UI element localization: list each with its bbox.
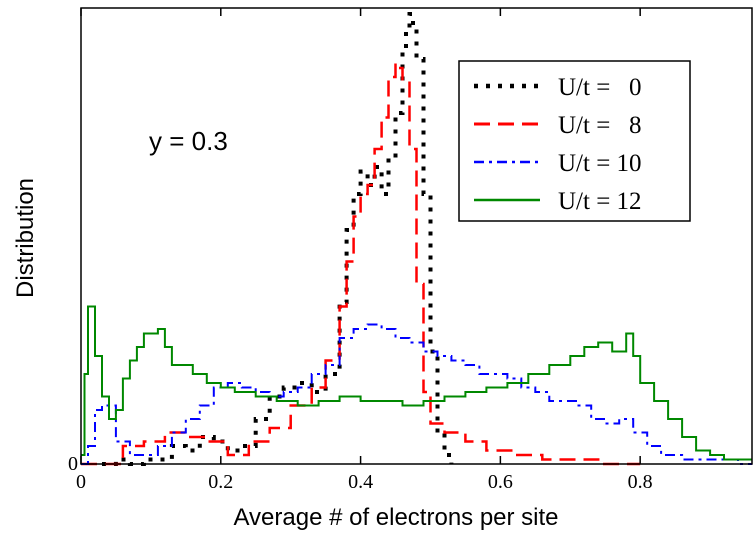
x-tick-label-2: 0.4 [348,471,373,493]
y-axis-label: Distribution [12,178,39,298]
x-tick-label-1: 0.2 [208,471,233,493]
x-ticks: 0 0.2 0.4 0.6 0.8 [76,8,653,493]
plot-frame [80,7,753,465]
legend-label-0: U/t = 0 [558,74,642,101]
series-line-2 [81,323,752,465]
series-line-3 [81,305,752,461]
annotation-text: y = 0.3 [149,126,228,156]
series-line-1 [81,62,641,466]
legend-label-2: U/t = 10 [558,150,642,177]
series-layer [81,12,752,466]
legend-box [458,60,691,222]
legend: U/t = 0 U/t = 8 U/t = 10 U/t = 12 [458,60,691,222]
legend-label-1: U/t = 8 [558,112,642,139]
y-ticks: 0 [68,453,78,475]
x-tick-label-4: 0.8 [628,471,653,493]
x-axis-label: Average # of electrons per site [233,504,558,531]
x-tick-label-0: 0 [76,471,86,493]
legend-label-3: U/t = 12 [558,188,642,215]
y-tick-label-0: 0 [68,453,78,475]
x-tick-label-3: 0.6 [488,471,513,493]
